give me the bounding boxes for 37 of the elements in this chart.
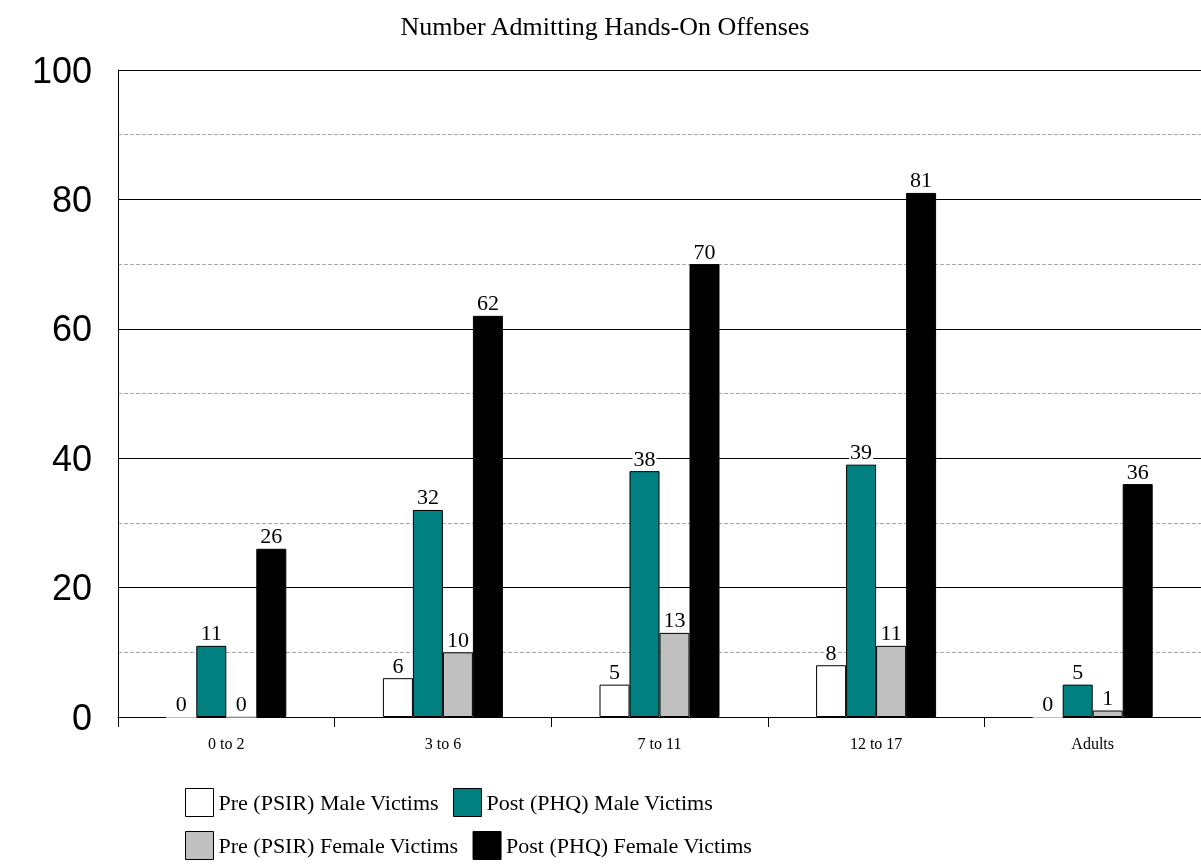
bar [196, 645, 227, 717]
data-label: 1 [1102, 685, 1114, 711]
data-label: 6 [392, 652, 404, 678]
y-tick-label: 40 [51, 437, 92, 479]
y-tick-label: 60 [51, 308, 92, 350]
data-label: 11 [200, 620, 222, 646]
legend-label: Post (PHQ) Male Victims [486, 790, 713, 815]
legend-label: Pre (PSIR) Female Victims [218, 833, 459, 858]
data-label: 38 [633, 445, 656, 471]
data-label: 0 [1042, 691, 1054, 716]
data-label: 70 [693, 238, 716, 264]
y-tick-label: 0 [71, 696, 92, 738]
legend-label: Post (PHQ) Female Victims [506, 833, 752, 858]
data-label: 5 [609, 659, 620, 685]
x-tick-label: Adults [1071, 734, 1115, 752]
data-label: 0 [235, 691, 247, 716]
data-label: 11 [880, 620, 902, 646]
x-tick-label: 3 to 6 [424, 734, 462, 752]
data-label: 8 [825, 639, 837, 665]
data-label: 81 [910, 167, 933, 193]
data-label: 5 [1072, 659, 1084, 685]
x-tick-label: 7 to 11 [637, 734, 682, 752]
y-tick-label: 100 [31, 49, 92, 91]
data-label: 62 [476, 290, 499, 316]
y-tick-label: 80 [51, 178, 92, 220]
data-label: 10 [446, 626, 469, 652]
legend-label: Pre (PSIR) Male Victims [218, 790, 439, 815]
data-label: 36 [1126, 458, 1149, 484]
x-tick-label: 12 to 17 [849, 734, 903, 752]
data-label: 26 [260, 523, 283, 549]
data-label: 0 [175, 691, 187, 716]
data-label: 39 [850, 439, 873, 465]
chart-title: Number Admitting Hands-On Offenses [400, 11, 810, 41]
y-tick-label: 20 [51, 567, 92, 609]
data-label: 32 [416, 484, 439, 510]
data-label: 13 [663, 607, 686, 633]
x-tick-label: 0 to 2 [208, 734, 245, 752]
